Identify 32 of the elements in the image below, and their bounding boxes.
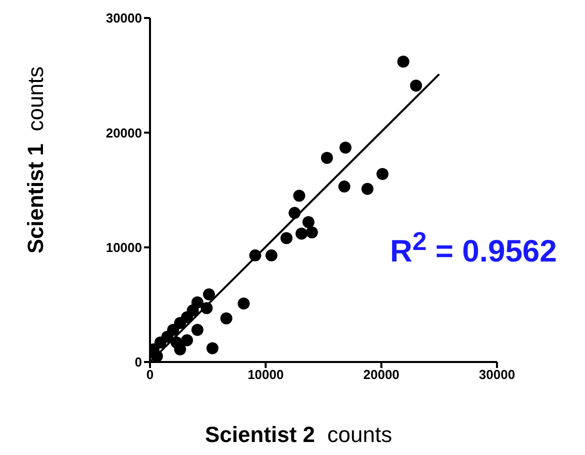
point [338, 180, 350, 193]
point [174, 317, 186, 330]
point [202, 288, 215, 300]
point [410, 80, 422, 92]
x-axis-title: Scientist 2 counts [205, 422, 392, 448]
y-axis-title: Scientist 1 counts [23, 66, 49, 254]
annotation: R$^{2}$ = 0.9562 [390, 228, 557, 270]
x-tick-label: 10000 [248, 367, 284, 382]
point [361, 182, 374, 195]
point [265, 249, 278, 262]
point [339, 142, 352, 154]
point [293, 190, 306, 202]
x-tick-label: 30000 [478, 367, 516, 382]
point [220, 312, 232, 324]
point [376, 168, 388, 180]
x-tick-label: 20000 [363, 367, 400, 382]
point [302, 216, 314, 228]
point [306, 226, 318, 238]
point [191, 324, 204, 336]
point [238, 298, 250, 310]
point [181, 334, 194, 346]
point [320, 152, 333, 164]
y-tick-label: 20000 [106, 125, 142, 140]
point [280, 232, 292, 244]
point [296, 228, 308, 240]
x-tick-label: 0 [146, 367, 154, 382]
y-tick-label: 30000 [106, 10, 142, 26]
y-tick-label: 10000 [106, 240, 142, 255]
point [206, 342, 218, 354]
y-tick-label: 0 [134, 354, 142, 370]
point [154, 336, 166, 349]
point [397, 56, 410, 68]
